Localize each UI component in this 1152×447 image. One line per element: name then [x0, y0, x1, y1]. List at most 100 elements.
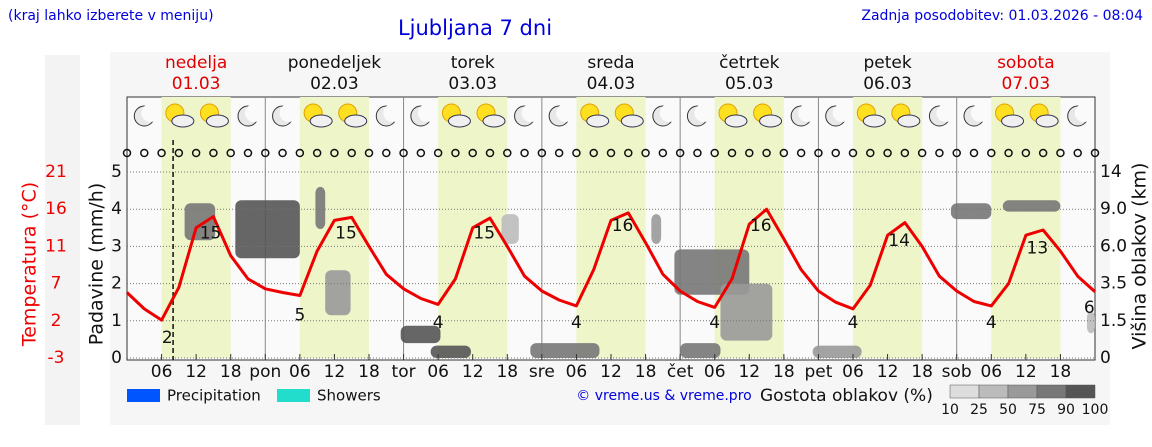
wind-icon — [831, 148, 840, 158]
moon-cut — [521, 104, 540, 122]
legend-label: Showers — [317, 387, 381, 405]
moon-cut — [659, 104, 678, 122]
cloud-patch — [235, 200, 300, 259]
moon-cut — [417, 104, 436, 122]
y-tick-label: 3 — [111, 236, 122, 256]
wind-icon — [762, 148, 771, 158]
x-tick-label: 12 — [462, 362, 484, 382]
temp-label: 6 — [1084, 298, 1095, 318]
x-tick-label: 06 — [980, 362, 1002, 382]
moon-cut — [1074, 104, 1093, 122]
temp-label: 2 — [162, 328, 173, 348]
temp-tick-label: 11 — [45, 236, 67, 256]
day-date: 07.03 — [1002, 74, 1051, 94]
temp-label: 16 — [612, 216, 634, 236]
cloud-icon — [205, 114, 229, 128]
wind-icon — [624, 148, 633, 158]
cloud-patch — [400, 325, 441, 344]
x-tick-label: 12 — [877, 362, 899, 382]
cloud-patch — [530, 343, 600, 358]
cloud-icon — [1001, 114, 1025, 128]
wind-icon — [191, 148, 201, 158]
y-axis-title: Padavine (mm/h) — [86, 183, 108, 346]
density-swatch — [978, 384, 1009, 399]
temp-label: 13 — [1027, 239, 1049, 259]
day-name: nedelja — [165, 53, 227, 73]
cloud-icon — [309, 114, 333, 128]
x-tick-label: sob — [942, 362, 972, 382]
x-tick-label: pet — [804, 362, 832, 382]
cloud-patch — [501, 214, 519, 244]
x-tick-label: 18 — [358, 362, 380, 382]
daylight-band — [853, 97, 923, 358]
wind-icon — [866, 148, 875, 158]
wind-icon — [364, 148, 374, 158]
x-tick-label: 18 — [635, 362, 657, 382]
temp-label: 4 — [848, 313, 859, 333]
day-date: 03.03 — [448, 74, 497, 94]
wind-icon — [796, 148, 806, 158]
legend-label: Precipitation — [167, 387, 261, 405]
wind-icon — [848, 148, 858, 158]
wind-icon — [399, 148, 408, 158]
cloud-icon — [1035, 114, 1059, 128]
x-tick-label: 12 — [600, 362, 622, 382]
wind-icon — [745, 148, 754, 158]
density-tick-label: 10 — [941, 402, 959, 418]
cloud-icon — [447, 114, 471, 128]
cloud-patch — [315, 186, 326, 230]
temp-panel — [45, 55, 80, 425]
wind-icon — [295, 148, 305, 158]
cloud-patch — [1002, 200, 1061, 212]
wind-icon — [174, 148, 184, 158]
wind-icon — [312, 148, 322, 158]
wind-icon — [261, 148, 270, 158]
x-tick-label: 18 — [496, 362, 518, 382]
cloud-patch — [430, 345, 471, 358]
day-name: četrtek — [719, 53, 780, 73]
x-tick-label: 06 — [151, 362, 173, 382]
moon-cut — [141, 104, 160, 122]
y-tick-label: 1 — [111, 311, 122, 331]
wind-icon — [727, 148, 737, 158]
density-tick-label: 100 — [1082, 402, 1109, 418]
legend-swatch — [277, 389, 310, 402]
cloud-patch — [651, 214, 662, 244]
wind-icon — [710, 148, 719, 158]
cloud-patch — [680, 343, 721, 358]
y2-axis-title: Višina oblakov (km) — [1129, 163, 1151, 350]
day-name: sobota — [997, 53, 1055, 73]
cloud-icon — [586, 114, 610, 128]
y2-tick-label: 14 — [1100, 162, 1122, 182]
density-swatch — [1065, 384, 1096, 399]
wind-icon — [157, 148, 166, 158]
y-tick-label: 0 — [111, 348, 122, 368]
day-name: torek — [451, 53, 495, 73]
cloud-icon — [171, 114, 195, 128]
temp-label: 14 — [888, 231, 910, 251]
temp-label: 15 — [200, 224, 222, 244]
density-tick-label: 90 — [1057, 402, 1075, 418]
wind-icon — [226, 148, 235, 158]
x-tick-label: 12 — [324, 362, 346, 382]
x-tick-label: 06 — [704, 362, 726, 382]
temp-tick-label: 2 — [51, 311, 62, 331]
wind-icon — [572, 148, 581, 158]
temp-label: 4 — [986, 313, 997, 333]
x-tick-label: 06 — [566, 362, 588, 382]
x-tick-label: 12 — [185, 362, 207, 382]
x-tick-label: 18 — [773, 362, 795, 382]
wind-icon — [1021, 148, 1031, 158]
wind-icon — [658, 148, 668, 158]
day-date: 05.03 — [725, 74, 774, 94]
cloud-patch — [1086, 311, 1095, 334]
x-tick-label: 18 — [1050, 362, 1072, 382]
wind-icon — [347, 148, 356, 158]
temp-tick-label: 16 — [45, 199, 67, 219]
temp-tick-label: 7 — [51, 274, 62, 294]
wind-icon — [330, 148, 339, 158]
x-tick-label: 06 — [842, 362, 864, 382]
temp-axis-title: Temperatura (°C) — [19, 182, 41, 347]
temp-label: 15 — [473, 224, 495, 244]
